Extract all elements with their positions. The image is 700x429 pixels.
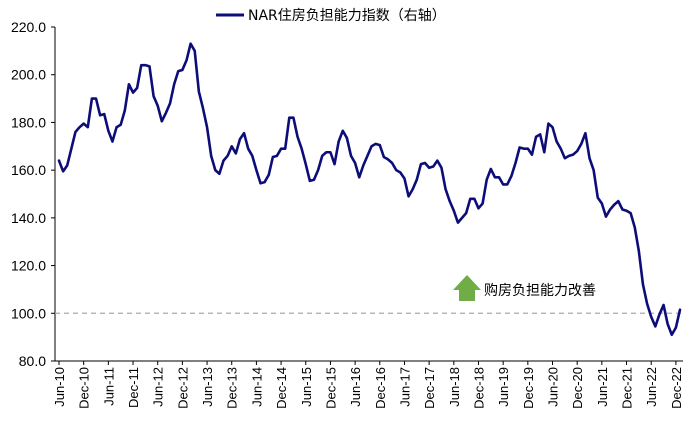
y-axis-tick-labels: 80.0 100.0 120.0 140.0 160.0 180.0 200.0 220.0: [11, 19, 55, 369]
y-tick-label: 160.0: [11, 162, 46, 178]
x-tick-label: Dec-11: [126, 367, 141, 408]
x-tick-label: Jun-20: [546, 367, 561, 407]
x-tick-label: Jun-12: [151, 367, 166, 407]
y-tick-label: 120.0: [11, 258, 46, 274]
x-tick-label: Dec-12: [175, 367, 190, 409]
annotation: 购房负担能力改善: [453, 275, 596, 301]
x-tick-label: Dec-20: [570, 367, 585, 409]
x-tick-label: Jun-13: [200, 367, 215, 407]
x-tick-label: Jun-14: [249, 367, 264, 407]
x-tick-label: Dec-17: [422, 367, 437, 409]
x-tick-label: Dec-13: [225, 367, 240, 409]
x-tick-label: Dec-18: [471, 367, 486, 409]
series-line: [57, 42, 682, 337]
x-tick-label: Jun-10: [52, 367, 67, 407]
x-tick-label: Jun-19: [496, 367, 511, 407]
x-tick-label: Jun-17: [397, 367, 412, 407]
annotation-label: 购房负担能力改善: [484, 283, 596, 299]
x-tick-label: Dec-16: [373, 367, 388, 409]
y-tick-label: 200.0: [11, 67, 46, 83]
x-tick-label: Dec-21: [620, 367, 635, 409]
y-tick-label: 140.0: [11, 210, 46, 226]
y-tick-label: 100.0: [11, 305, 46, 321]
up-arrow-icon: [453, 275, 481, 301]
x-tick-label: Jun-16: [348, 367, 363, 407]
x-tick-label: Jun-11: [101, 367, 116, 406]
x-tick-label: Dec-14: [274, 367, 289, 409]
x-tick-label: Dec-19: [521, 367, 536, 409]
y-tick-label: 80.0: [19, 353, 46, 369]
x-tick-label: Jun-21: [595, 367, 610, 407]
y-tick-label: 220.0: [11, 19, 46, 35]
legend-label: NAR住房负担能力指数（右轴）: [248, 8, 446, 24]
x-tick-label: Jun-18: [447, 367, 462, 407]
x-tick-label: Jun-22: [644, 367, 659, 407]
x-tick-label: Dec-22: [669, 367, 684, 409]
x-tick-label: Dec-10: [77, 367, 92, 409]
x-tick-label: Dec-15: [323, 367, 338, 409]
legend: NAR住房负担能力指数（右轴）: [216, 8, 446, 24]
x-axis-tick-labels: Jun-10 Dec-10 Jun-11 Dec-11 Jun-12 Dec-12 Jun-…: [52, 361, 684, 409]
x-tick-label: Jun-15: [299, 367, 314, 407]
y-tick-label: 180.0: [11, 114, 46, 130]
